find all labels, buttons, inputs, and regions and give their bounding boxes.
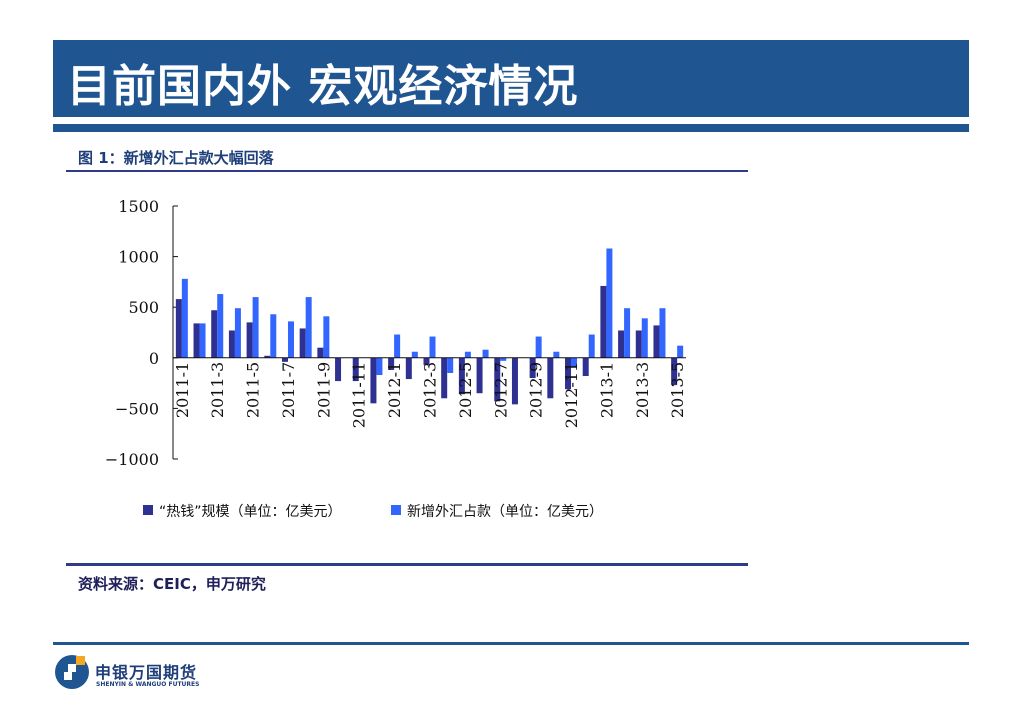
legend-label-2: 新增外汇占款（单位：亿美元）	[407, 504, 603, 520]
title-underline	[53, 124, 969, 132]
x-tick-label: 2012-9	[527, 362, 546, 418]
x-tick-label: 2011-7	[279, 362, 298, 418]
bar-series-1	[458, 357, 465, 395]
bar-series-2	[641, 318, 648, 358]
legend-swatch-1	[143, 505, 153, 515]
figure-caption: 图 1：新增外汇占款大幅回落	[78, 149, 274, 167]
bar-series-2	[181, 278, 188, 358]
x-tick-label: 2011-9	[314, 362, 333, 418]
bar-series-2	[588, 334, 595, 358]
bar-series-1	[653, 325, 660, 358]
bar-series-2	[323, 316, 330, 358]
logo-mark-icon	[55, 655, 89, 689]
bar-series-2	[252, 297, 259, 358]
bar-series-1	[635, 330, 642, 358]
figure-rule-top	[66, 170, 748, 172]
bar-series-2	[394, 334, 401, 358]
page-title: 目前国内外 宏观经济情况	[67, 61, 579, 112]
company-logo: 申银万国期货 SHENYIN & WANGUO FUTURES	[53, 650, 253, 694]
y-tick-label: −1000	[105, 450, 159, 469]
y-tick-label: 1000	[118, 248, 159, 267]
title-bar: 目前国内外 宏观经济情况	[53, 40, 969, 117]
legend-label-1: “热钱”规模（单位：亿美元）	[159, 504, 342, 520]
x-tick-label: 2012-1	[385, 362, 404, 418]
y-tick-label: 1500	[118, 197, 159, 216]
bar-series-2	[411, 351, 418, 358]
bar-series-2	[606, 248, 613, 358]
y-tick-label: −500	[115, 399, 159, 418]
bar-series-1	[441, 357, 448, 399]
bar-series-1	[352, 357, 359, 382]
bar-series-1	[671, 357, 678, 386]
bar-series-1	[494, 357, 501, 402]
bar-series-1	[547, 357, 554, 399]
source-note: 资料来源：CEIC，申万研究	[78, 575, 266, 593]
figure-rule-bottom	[66, 563, 748, 566]
x-tick-label: 2013-1	[597, 362, 616, 418]
bar-series-2	[376, 357, 383, 376]
bar-series-1	[317, 347, 324, 358]
bar-series-1	[246, 322, 253, 358]
bar-series-2	[464, 351, 471, 358]
bar-series-2	[305, 297, 312, 358]
x-tick-label: 2013-5	[668, 362, 687, 418]
bar-series-1	[476, 357, 483, 394]
bar-series-2	[677, 345, 684, 358]
x-tick-label: 2012-5	[456, 362, 475, 418]
bar-series-1	[511, 357, 518, 405]
footer-rule	[53, 642, 969, 645]
bar-series-2	[535, 336, 542, 358]
bar-series-2	[624, 308, 631, 358]
x-tick-label: 2011-3	[208, 362, 227, 418]
bar-series-1	[582, 357, 589, 377]
x-tick-label: 2011-1	[173, 362, 192, 418]
bar-series-2	[500, 357, 507, 361]
logo-name-cn: 申银万国期货	[95, 663, 198, 682]
bar-series-2	[553, 351, 560, 358]
bar-series-2	[217, 294, 224, 358]
bar-series-2	[287, 321, 294, 358]
x-tick-label: 2011-5	[244, 362, 263, 418]
x-tick-label: 2011-11	[350, 362, 369, 428]
bar-series-1	[228, 330, 235, 358]
bar-series-2	[571, 357, 578, 367]
y-tick-label: 0	[149, 349, 159, 368]
bar-series-1	[175, 299, 182, 358]
bar-series-1	[388, 357, 395, 370]
bar-series-2	[447, 357, 454, 373]
bar-series-1	[264, 355, 271, 358]
bar-series-1	[281, 357, 288, 362]
y-tick-label: 500	[128, 298, 159, 317]
bar-series-2	[234, 308, 241, 358]
bar-series-2	[429, 336, 436, 358]
bar-series-1	[423, 357, 430, 365]
bar-series-1	[299, 328, 306, 358]
bar-series-1	[211, 310, 218, 358]
x-tick-label: 2012-11	[562, 362, 581, 428]
legend-swatch-2	[391, 505, 401, 515]
bar-series-2	[659, 308, 666, 358]
bar-series-1	[600, 285, 607, 358]
bar-series-1	[193, 323, 200, 358]
bar-series-1	[618, 330, 625, 358]
x-tick-label: 2013-3	[633, 362, 652, 418]
x-tick-label: 2012-3	[421, 362, 440, 418]
bar-series-2	[482, 349, 489, 358]
bar-series-1	[405, 357, 412, 380]
bar-series-2	[199, 323, 206, 358]
bar-series-1	[335, 357, 342, 382]
bar-series-1	[370, 357, 377, 404]
bar-series-2	[270, 314, 277, 358]
logo-name-en: SHENYIN & WANGUO FUTURES	[96, 681, 200, 688]
x-tick-label: 2012-7	[491, 362, 510, 418]
bar-series-1	[565, 357, 572, 390]
bar-series-1	[529, 357, 536, 379]
